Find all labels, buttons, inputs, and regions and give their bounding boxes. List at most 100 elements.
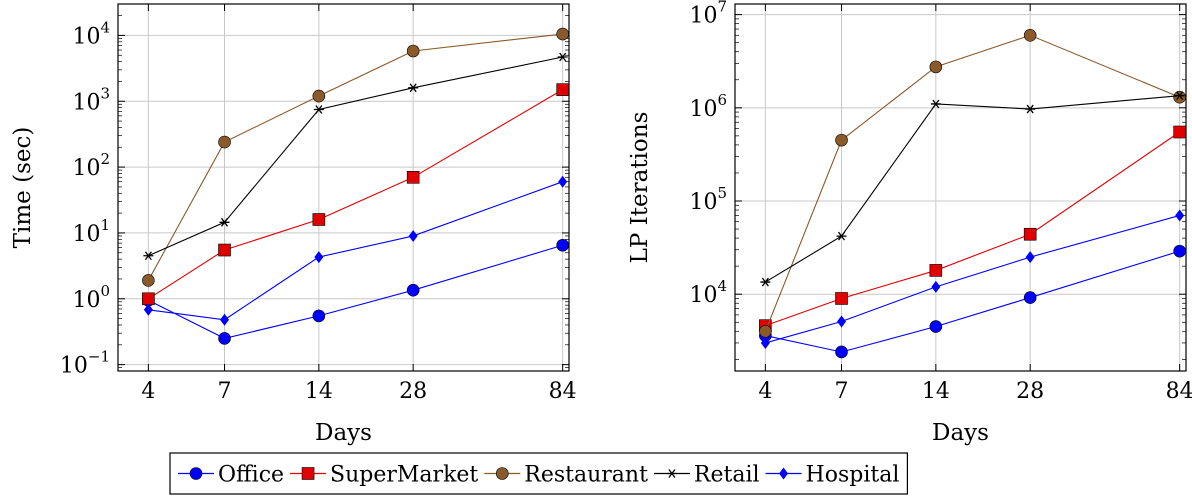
series-line [765, 250, 1180, 353]
data-point [836, 231, 847, 241]
data-point [218, 332, 231, 345]
data-point [1023, 28, 1037, 42]
x-tick-label: 7 [218, 379, 232, 404]
legend-label: Restaurant [524, 463, 648, 488]
legend-marker [189, 467, 203, 480]
x-tick-label: 84 [549, 379, 577, 404]
series-restaurant [142, 27, 569, 287]
ticks: 104 105 106 107 4 7 14 28 84 [689, 0, 1192, 404]
series-supermarket [759, 125, 1186, 332]
data-point [1174, 91, 1185, 101]
data-point [835, 345, 848, 359]
time-chart: 10−1 100 101 102 103 104 4 7 14 28 84 Days Time (sec… [10, 3, 577, 446]
data-point [218, 243, 231, 257]
legend-entry-retail: Retail [653, 463, 760, 488]
data-point [1025, 251, 1035, 264]
series-line [765, 214, 1180, 344]
data-point [558, 175, 568, 188]
data-point [1023, 291, 1037, 304]
y-tick-label: 101 [72, 216, 110, 247]
y-tick-label: 106 [689, 91, 727, 122]
data-point [142, 274, 155, 287]
data-point [218, 135, 231, 149]
data-point [408, 229, 418, 242]
series-line [148, 56, 563, 257]
legend-entry-hospital: Hospital [765, 463, 900, 488]
data-point [929, 320, 943, 333]
legend-marker [301, 467, 315, 480]
data-point [408, 83, 419, 93]
y-tick-label: 107 [689, 0, 727, 29]
data-point [1173, 244, 1186, 258]
y-axis-label: LP Iterations [627, 112, 653, 264]
legend-entry-supermarket: SuperMarket [290, 463, 478, 488]
series-line [765, 131, 1180, 327]
y-minor-ticks [118, 3, 569, 372]
y-tick-label: 104 [72, 18, 110, 49]
grid [118, 4, 569, 371]
y-tick-label: 102 [72, 150, 110, 181]
series-supermarket [142, 83, 569, 306]
data-point [312, 89, 326, 103]
ticks: 10−1 100 101 102 103 104 4 7 14 28 84 [60, 4, 577, 404]
grid [735, 4, 1186, 371]
data-point [313, 105, 324, 114]
y-tick-label: 103 [72, 84, 110, 115]
data-point [556, 238, 569, 252]
x-tick-label: 14 [305, 379, 333, 404]
data-point [929, 60, 943, 74]
data-point [1173, 90, 1186, 104]
y-tick-label: 105 [689, 184, 727, 215]
legend-label: Hospital [806, 463, 900, 488]
x-axis-label: Days [315, 420, 372, 446]
legend-marker [666, 469, 677, 478]
legend-entry-restaurant: Restaurant [484, 463, 648, 488]
data-point [406, 170, 420, 184]
data-point [837, 315, 847, 328]
legend-marker [495, 467, 509, 480]
legend-label: SuperMarket [330, 463, 478, 488]
legend: Office SuperMarket Restaurant Retail Hospita… [169, 452, 908, 495]
x-tick-label: 14 [922, 379, 950, 404]
legend-marker [779, 467, 789, 480]
x-tick-label: 28 [399, 379, 427, 404]
series-restaurant [759, 28, 1186, 338]
x-tick-label: 28 [1016, 379, 1044, 404]
data-point [931, 280, 941, 293]
series-office [142, 238, 569, 345]
series-line [764, 34, 1180, 332]
y-minor-ticks [735, 18, 1186, 360]
data-point [406, 283, 420, 297]
x-tick-label: 4 [758, 379, 772, 404]
series-line [147, 33, 563, 281]
data-point [1175, 209, 1185, 222]
y-tick-label: 100 [72, 282, 110, 313]
legend-label: Retail [694, 463, 760, 488]
x-tick-label: 4 [141, 379, 155, 404]
data-point [143, 303, 153, 316]
data-point [406, 44, 420, 58]
y-tick-label: 104 [689, 277, 727, 308]
data-point [760, 277, 771, 287]
data-point [929, 264, 943, 277]
plot-frame [734, 3, 1187, 372]
data-point [556, 27, 569, 41]
data-point [759, 325, 772, 338]
data-point [760, 336, 770, 349]
y-tick-label: 10−1 [60, 348, 110, 379]
legend-entry-office: Office [178, 463, 284, 488]
data-point [142, 292, 155, 306]
x-tick-label: 84 [1166, 379, 1192, 404]
x-tick-label: 7 [835, 379, 849, 404]
data-point [557, 52, 568, 62]
series-retail [760, 91, 1185, 287]
y-axis-label: Time (sec) [10, 127, 36, 249]
legend-label: Office [218, 463, 284, 488]
series-hospital [760, 209, 1185, 349]
series-line [765, 95, 1180, 283]
data-point [1173, 125, 1186, 139]
data-point [220, 313, 230, 326]
data-point [312, 309, 326, 323]
lp-iterations-chart: 104 105 106 107 4 7 14 28 84 Days LP Iterations [627, 0, 1192, 446]
